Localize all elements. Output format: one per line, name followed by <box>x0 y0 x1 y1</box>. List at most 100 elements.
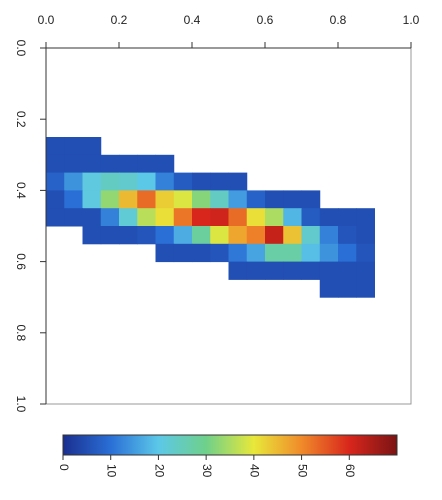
heat-cell <box>82 226 102 245</box>
heat-cell <box>64 137 83 156</box>
heat-cell <box>246 190 266 209</box>
heat-cell <box>137 226 156 245</box>
heat-cell <box>46 137 65 156</box>
heat-cell <box>210 243 229 263</box>
colorbar-tick-label: 10 <box>105 464 119 478</box>
heat-cell <box>265 261 284 280</box>
heat-cell <box>137 154 156 174</box>
y-tick-label: 0.2 <box>14 111 28 128</box>
heat-cell <box>283 243 302 263</box>
heat-cell <box>246 226 266 245</box>
heat-cell <box>246 208 266 227</box>
heat-cell <box>46 190 65 209</box>
heat-cell <box>137 172 156 191</box>
heat-cell <box>82 172 102 191</box>
colorbar-tick-label: 60 <box>343 464 357 478</box>
heat-cell <box>82 137 102 156</box>
x-tick-label: 0.6 <box>257 13 274 27</box>
heat-cell <box>137 208 156 227</box>
heat-cell <box>64 208 83 227</box>
heat-cell <box>228 208 248 227</box>
heat-cell <box>301 208 321 227</box>
heat-cell <box>265 226 284 245</box>
heat-cell <box>283 190 302 209</box>
heat-cell <box>64 154 83 174</box>
heat-cell <box>173 243 193 263</box>
heat-cell <box>228 243 248 263</box>
colorbar-tick-label: 30 <box>200 464 214 478</box>
heat-cell <box>155 190 175 209</box>
heat-cell <box>64 172 83 191</box>
heat-cell <box>228 190 248 209</box>
heat-cell <box>46 208 65 227</box>
heat-cell <box>192 190 211 209</box>
heat-cell <box>319 279 339 298</box>
heat-cell <box>82 190 102 209</box>
heat-cell <box>338 226 357 245</box>
heat-cell <box>192 208 211 227</box>
heat-cell <box>173 208 193 227</box>
heat-cell <box>356 208 375 227</box>
heat-cell <box>82 154 102 174</box>
heat-cell <box>265 190 284 209</box>
heat-cell <box>356 279 375 298</box>
heat-cell <box>100 226 120 245</box>
x-tick-label: 1.0 <box>403 13 420 27</box>
x-tick-label: 0.8 <box>330 13 347 27</box>
heat-cell <box>301 190 321 209</box>
heat-cell <box>82 208 102 227</box>
heat-cell <box>119 208 138 227</box>
heat-cell <box>155 243 175 263</box>
heat-cell <box>228 226 248 245</box>
heat-cell <box>100 154 120 174</box>
colorbar-tick-label: 0 <box>57 464 71 471</box>
heat-cell <box>283 208 302 227</box>
x-tick-label: 0.2 <box>111 13 128 27</box>
heat-cell <box>319 226 339 245</box>
heat-cell <box>210 226 229 245</box>
heat-cell <box>246 243 266 263</box>
heat-cell <box>356 226 375 245</box>
heat-cell <box>64 190 83 209</box>
heat-cell <box>155 172 175 191</box>
heat-cell <box>301 226 321 245</box>
heat-cell <box>173 226 193 245</box>
heat-cell <box>210 208 229 227</box>
heat-cell <box>338 243 357 263</box>
heat-cell <box>228 172 248 191</box>
heat-cell <box>356 243 375 263</box>
colorbar <box>62 434 398 456</box>
heat-cell <box>301 243 321 263</box>
colorbar-tick-label: 50 <box>295 464 309 478</box>
heat-cell <box>228 261 248 280</box>
heat-cell <box>265 208 284 227</box>
heat-cell <box>338 261 357 280</box>
heat-cell <box>265 243 284 263</box>
heat-cell <box>100 208 120 227</box>
heat-cell <box>338 208 357 227</box>
heat-cell <box>301 261 321 280</box>
heat-cell <box>173 172 193 191</box>
heat-cell <box>338 279 357 298</box>
heat-cell <box>356 261 375 280</box>
heat-cell <box>155 208 175 227</box>
heat-cell <box>319 243 339 263</box>
heat-cell <box>119 154 138 174</box>
y-tick-label: 1.0 <box>14 396 28 413</box>
heat-cell <box>283 261 302 280</box>
y-tick-label: 0.6 <box>14 253 28 270</box>
heat-cell <box>210 190 229 209</box>
heat-cell <box>155 226 175 245</box>
heat-cell <box>119 226 138 245</box>
heat-cell <box>319 261 339 280</box>
heat-cell <box>100 190 120 209</box>
heat-cell <box>46 172 65 191</box>
heat-cell <box>283 226 302 245</box>
y-tick-label: 0.8 <box>14 324 28 341</box>
heat-cell <box>119 190 138 209</box>
heat-cell <box>173 190 193 209</box>
heat-cell <box>119 172 138 191</box>
x-tick-label: 0.0 <box>38 13 55 27</box>
x-tick-label: 0.4 <box>184 13 201 27</box>
